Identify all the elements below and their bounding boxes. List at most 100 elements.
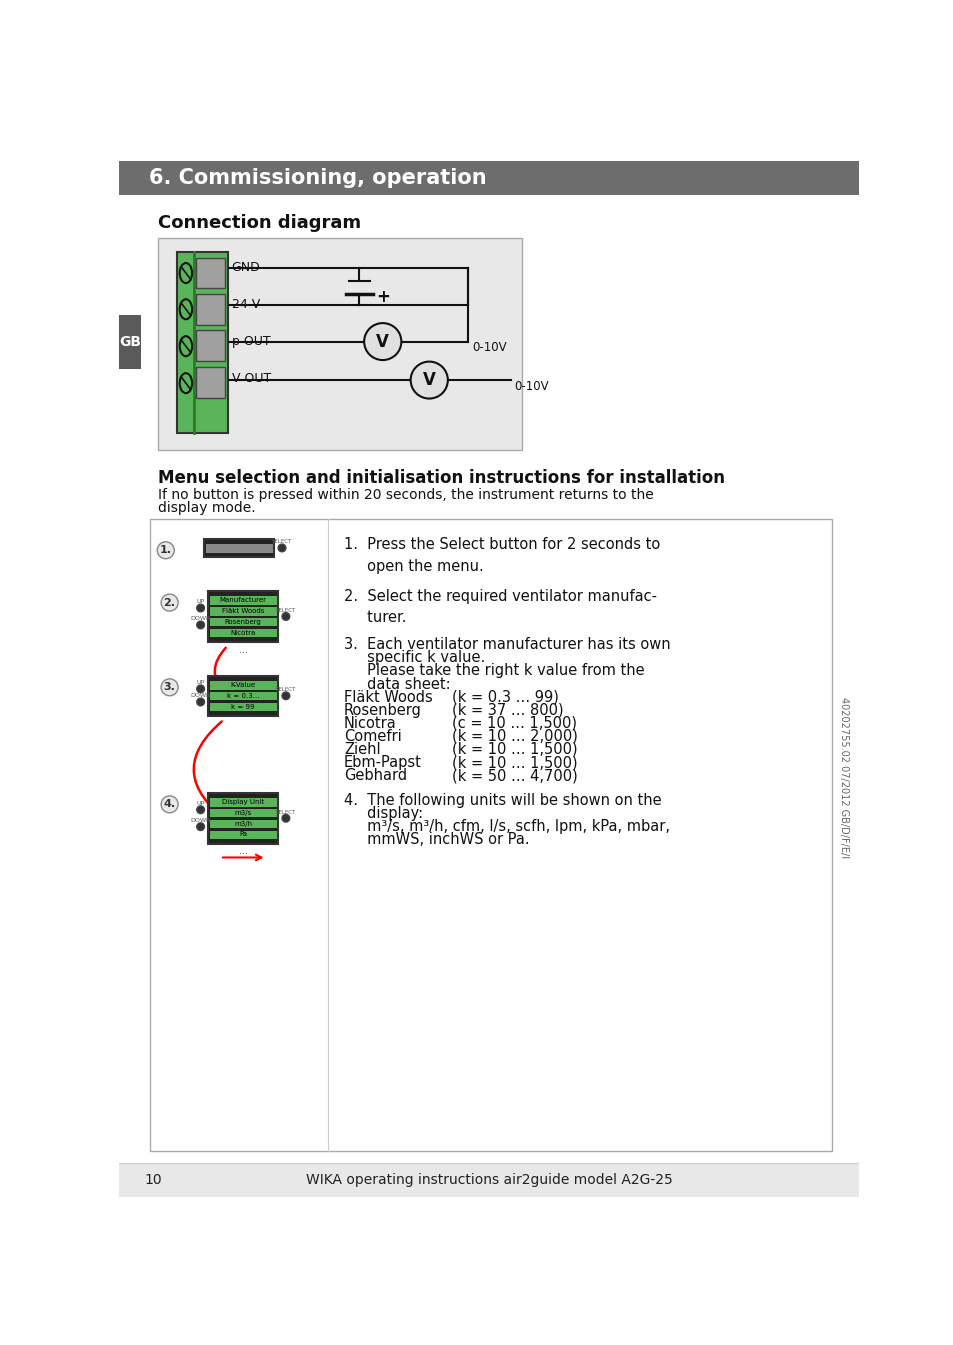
Text: UP: UP: [196, 681, 205, 685]
Text: WIKA operating instructions air2guide model A2G-25: WIKA operating instructions air2guide mo…: [305, 1173, 672, 1188]
Text: 3.  Each ventilator manufacturer has its own: 3. Each ventilator manufacturer has its …: [344, 638, 670, 652]
Bar: [204, 539, 274, 557]
Bar: [210, 808, 276, 818]
Text: mmWS, inchWS or Pa.: mmWS, inchWS or Pa.: [344, 833, 529, 847]
Text: (k = 10 … 1,500): (k = 10 … 1,500): [452, 755, 578, 771]
Bar: [208, 675, 278, 716]
Text: Nicotra: Nicotra: [231, 629, 255, 636]
Bar: [119, 1163, 858, 1197]
Text: ...: ...: [238, 644, 248, 655]
Text: UP: UP: [196, 802, 205, 806]
Bar: [210, 691, 276, 701]
Text: Connection diagram: Connection diagram: [158, 214, 361, 231]
Text: Nicotra: Nicotra: [344, 716, 396, 730]
Text: m3/h: m3/h: [233, 820, 252, 827]
Text: 2.: 2.: [164, 597, 175, 608]
Text: DOWN: DOWN: [190, 818, 211, 823]
Text: 24 V: 24 V: [232, 299, 259, 311]
Bar: [210, 596, 276, 605]
Text: Fläkt Woods: Fläkt Woods: [344, 690, 433, 705]
Text: Please take the right k value from the: Please take the right k value from the: [344, 663, 644, 678]
Text: V: V: [422, 371, 436, 389]
Bar: [195, 330, 224, 360]
Bar: [210, 702, 276, 712]
Text: Display Unit: Display Unit: [222, 799, 264, 806]
Text: (k = 37 … 800): (k = 37 … 800): [452, 702, 563, 718]
Text: 3.: 3.: [164, 682, 175, 693]
Text: (k = 0.3 … 99): (k = 0.3 … 99): [452, 690, 558, 705]
Text: (c = 10 … 1,500): (c = 10 … 1,500): [452, 716, 577, 730]
Circle shape: [282, 612, 290, 620]
Text: Fläkt Woods: Fläkt Woods: [222, 608, 264, 615]
Text: DOWN: DOWN: [190, 616, 211, 621]
Text: 6. Commissioning, operation: 6. Commissioning, operation: [149, 168, 486, 188]
Text: GB: GB: [119, 335, 141, 350]
Text: Rosenberg: Rosenberg: [344, 702, 421, 718]
Bar: [210, 617, 276, 627]
Text: Ebm-Papst: Ebm-Papst: [344, 755, 421, 771]
Text: UP: UP: [196, 600, 205, 604]
Text: k = 99: k = 99: [232, 703, 254, 710]
Text: 1.: 1.: [159, 545, 172, 555]
Text: 2.  Select the required ventilator manufac-
     turer.: 2. Select the required ventilator manufa…: [344, 589, 657, 625]
Text: 10: 10: [144, 1173, 161, 1188]
Text: data sheet:: data sheet:: [344, 677, 450, 691]
Bar: [195, 367, 224, 398]
Text: V: V: [375, 332, 389, 351]
Text: +: +: [376, 288, 390, 305]
Bar: [210, 819, 276, 829]
Circle shape: [278, 545, 286, 551]
Ellipse shape: [179, 264, 192, 282]
Text: k = 0.3...: k = 0.3...: [227, 693, 259, 699]
Ellipse shape: [179, 299, 192, 319]
Text: SELECT: SELECT: [275, 608, 295, 613]
Text: (k = 10 … 2,000): (k = 10 … 2,000): [452, 729, 578, 744]
Bar: [195, 293, 224, 324]
Circle shape: [161, 796, 178, 812]
Text: SELECT: SELECT: [275, 687, 295, 693]
Circle shape: [282, 691, 290, 699]
Text: GND: GND: [232, 261, 260, 274]
Bar: [150, 519, 831, 1151]
Text: V OUT: V OUT: [232, 373, 271, 385]
Text: Menu selection and initialisation instructions for installation: Menu selection and initialisation instru…: [158, 469, 724, 487]
Circle shape: [196, 823, 204, 830]
Text: Comefri: Comefri: [344, 729, 401, 744]
Text: display:: display:: [344, 806, 423, 820]
Text: 0-10V: 0-10V: [514, 379, 549, 393]
Bar: [208, 792, 278, 843]
Text: m³/s, m³/h, cfm, l/s, scfh, lpm, kPa, mbar,: m³/s, m³/h, cfm, l/s, scfh, lpm, kPa, mb…: [344, 819, 669, 834]
Text: 0-10V: 0-10V: [472, 342, 506, 354]
Text: ...: ...: [238, 846, 248, 857]
Text: SELECT: SELECT: [275, 810, 295, 815]
Text: 4.: 4.: [163, 799, 175, 810]
Ellipse shape: [179, 336, 192, 356]
Bar: [210, 629, 276, 638]
Text: Pa: Pa: [239, 831, 247, 838]
Bar: [177, 253, 228, 433]
Text: Rosenberg: Rosenberg: [225, 619, 261, 625]
Text: K-Value: K-Value: [231, 682, 255, 689]
Text: (k = 10 … 1,500): (k = 10 … 1,500): [452, 742, 578, 757]
Text: DOWN: DOWN: [190, 693, 211, 698]
Bar: [119, 161, 858, 195]
Text: If no button is pressed within 20 seconds, the instrument returns to the: If no button is pressed within 20 second…: [158, 488, 653, 502]
Bar: [210, 681, 276, 690]
Circle shape: [161, 679, 178, 695]
Bar: [195, 258, 224, 288]
Text: 1.  Press the Select button for 2 seconds to
     open the menu.: 1. Press the Select button for 2 seconds…: [344, 537, 659, 574]
Bar: [208, 590, 278, 642]
Bar: [210, 830, 276, 839]
Ellipse shape: [179, 373, 192, 393]
Circle shape: [410, 362, 447, 398]
Text: 40202755.02 07/2012 GB/D/F/E/I: 40202755.02 07/2012 GB/D/F/E/I: [838, 697, 848, 858]
Text: p OUT: p OUT: [232, 335, 270, 348]
Text: m3/s: m3/s: [234, 810, 252, 816]
Text: 4.  The following units will be shown on the: 4. The following units will be shown on …: [344, 792, 661, 808]
Bar: [210, 798, 276, 807]
Circle shape: [157, 542, 174, 558]
Circle shape: [196, 698, 204, 706]
Circle shape: [196, 621, 204, 629]
Circle shape: [282, 814, 290, 822]
Circle shape: [196, 806, 204, 814]
